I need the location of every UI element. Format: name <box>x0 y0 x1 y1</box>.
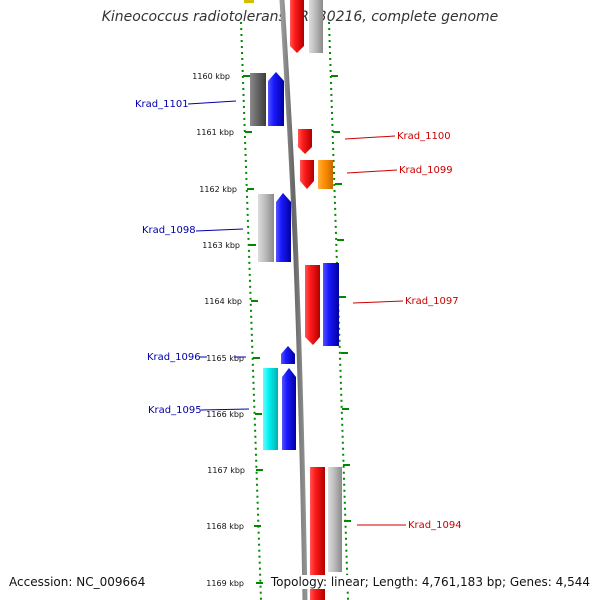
gene-feature[interactable] <box>309 0 323 53</box>
gene-label-krad-1099[interactable]: Krad_1099 <box>399 165 453 176</box>
kbp-label: 1169 kbp <box>206 579 244 588</box>
gene-krad-1101[interactable] <box>268 72 284 126</box>
gene-krad-1099[interactable] <box>318 160 333 189</box>
gene-label-krad-1097[interactable]: Krad_1097 <box>405 296 459 307</box>
kbp-label: 1163 kbp <box>202 241 240 250</box>
right-gene-labels: Krad_1100 Krad_1099 Krad_1097 Krad_1094 <box>344 131 462 531</box>
gene-krad-1097[interactable] <box>305 265 320 345</box>
kbp-label: 1165 kbp <box>206 354 244 363</box>
leader-line <box>344 135 396 140</box>
kbp-labels: 1160 kbp 1161 kbp 1162 kbp 1163 kbp 1164… <box>192 72 245 588</box>
leader-line <box>195 228 244 232</box>
gene-feature[interactable] <box>300 160 314 189</box>
leader-line <box>187 100 237 105</box>
gene-label-krad-1095[interactable]: Krad_1095 <box>148 405 202 416</box>
gene-krad-1098[interactable] <box>276 193 291 262</box>
gene-label-krad-1098[interactable]: Krad_1098 <box>142 225 196 236</box>
gene-feature[interactable] <box>323 263 339 346</box>
genome-backbone <box>279 0 308 600</box>
kbp-label: 1161 kbp <box>196 128 234 137</box>
kbp-label: 1166 kbp <box>206 410 244 419</box>
ruler-track-left <box>240 21 262 600</box>
gene-krad-1095[interactable] <box>263 368 278 450</box>
leader-line <box>352 300 404 304</box>
gene-feature[interactable] <box>250 73 266 126</box>
gene-feature[interactable] <box>328 467 342 572</box>
gene-feature[interactable] <box>258 194 274 262</box>
gene-krad-1094[interactable] <box>310 467 325 600</box>
gene-label-krad-1101[interactable]: Krad_1101 <box>135 99 189 110</box>
left-gene-labels: Krad_1101 Krad_1098 Krad_1096 Krad_1095 <box>135 99 250 416</box>
gene-label-krad-1100[interactable]: Krad_1100 <box>397 131 451 142</box>
gene-feature[interactable] <box>282 368 296 450</box>
kbp-label: 1160 kbp <box>192 72 230 81</box>
leader-line <box>200 408 250 411</box>
kbp-label: 1164 kbp <box>204 297 242 306</box>
gene-label-krad-1094[interactable]: Krad_1094 <box>408 520 462 531</box>
kbp-label: 1168 kbp <box>206 522 244 531</box>
gene-krad-1100[interactable] <box>298 129 312 154</box>
leader-line <box>346 169 398 174</box>
genome-stats-label: Topology: linear; Length: 4,761,183 bp; … <box>268 575 590 589</box>
gene-krad-1096[interactable] <box>281 346 295 364</box>
kbp-label: 1167 kbp <box>207 466 245 475</box>
accession-label: Accession: NC_009664 <box>9 575 146 589</box>
gene-feature[interactable] <box>290 0 304 53</box>
kbp-label: 1162 kbp <box>199 185 237 194</box>
gene-label-krad-1096[interactable]: Krad_1096 <box>147 352 201 363</box>
gene-feature[interactable] <box>244 0 254 3</box>
